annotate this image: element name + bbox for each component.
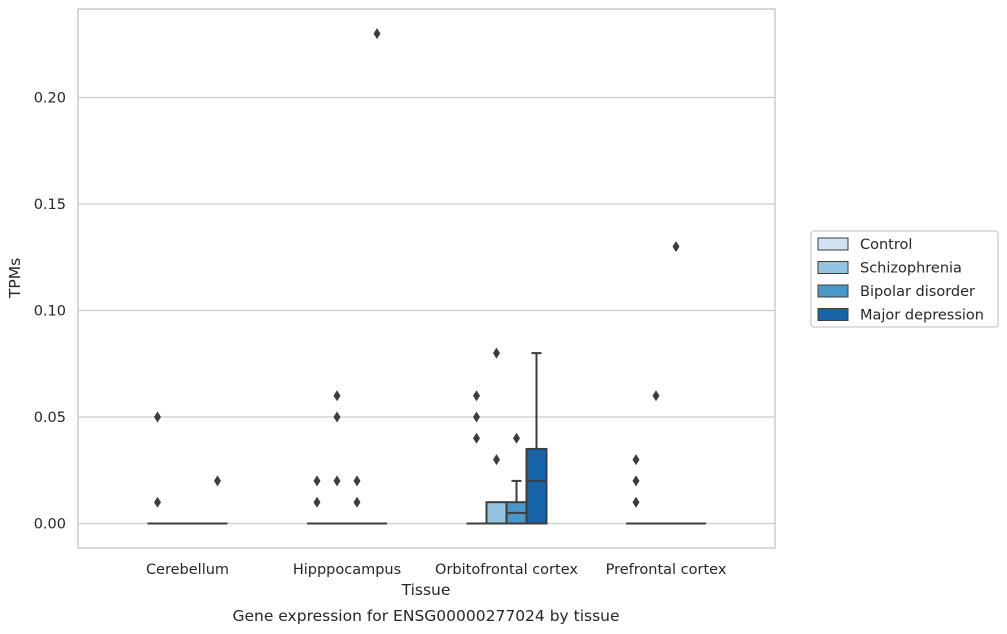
y-tick-label: 0.20 [34, 91, 66, 107]
outlier-point [493, 454, 500, 466]
legend: Control Schizophrenia Bipolar disorder Majo… [810, 230, 999, 328]
outlier-point [333, 390, 341, 402]
legend-label: Schizophrenia [860, 261, 962, 277]
chart-caption: Gene expression for ENSG00000277024 by t… [232, 607, 619, 625]
outlier-point [652, 390, 660, 402]
outlier-point [214, 475, 221, 487]
box-bipolar-disorder [505, 479, 528, 525]
outlier-point [154, 496, 161, 508]
legend-swatch [817, 237, 849, 251]
x-axis-label: Tissue [401, 581, 451, 599]
legend-swatch [817, 261, 849, 274]
box-body [525, 447, 548, 525]
legend-label: Bipolar disorder [860, 284, 975, 300]
legend-swatch [817, 308, 849, 321]
outlier-point [353, 475, 361, 487]
y-tick-label: 0.00 [34, 517, 66, 533]
outlier-point [473, 411, 480, 423]
legend-swatch [817, 284, 849, 298]
outlier-point [632, 496, 640, 508]
x-tick-label: Prefrontal cortex [606, 562, 727, 578]
outlier-point [154, 411, 161, 423]
outlier-point [473, 432, 480, 444]
gridlines [78, 96, 775, 525]
box-major-depression [525, 352, 548, 525]
outlier-point [313, 496, 321, 508]
y-axis-ticks: 0.00 0.05 0.10 0.15 0.20 [34, 91, 66, 533]
box-body [485, 501, 508, 525]
y-tick-label: 0.15 [34, 197, 66, 213]
outlier-point [373, 28, 381, 40]
legend-label: Control [860, 237, 912, 253]
x-tick-label: Hipppocampus [293, 562, 401, 578]
x-axis-ticks: Cerebellum Hipppocampus Orbitofrontal cort… [146, 562, 727, 578]
outlier-point [353, 496, 361, 508]
outlier-point [333, 411, 341, 423]
outlier-point [513, 432, 520, 444]
plot-frame [77, 8, 776, 549]
outlier-point [333, 475, 341, 487]
box-schizophrenia [485, 501, 508, 525]
outlier-layer [154, 28, 680, 508]
y-tick-label: 0.05 [34, 410, 66, 426]
outlier-point [632, 454, 640, 466]
outlier-point [473, 390, 480, 402]
x-tick-label: Orbitofrontal cortex [435, 562, 578, 578]
box-layer [147, 352, 706, 525]
outlier-point [313, 475, 321, 487]
y-tick-label: 0.10 [34, 304, 66, 320]
y-axis-label: TPMs [6, 258, 24, 299]
outlier-point [493, 347, 500, 359]
legend-frame [810, 230, 999, 328]
outlier-point [672, 241, 680, 253]
x-tick-label: Cerebellum [146, 562, 229, 578]
legend-label: Major depression [860, 308, 984, 324]
outlier-point [632, 475, 640, 487]
